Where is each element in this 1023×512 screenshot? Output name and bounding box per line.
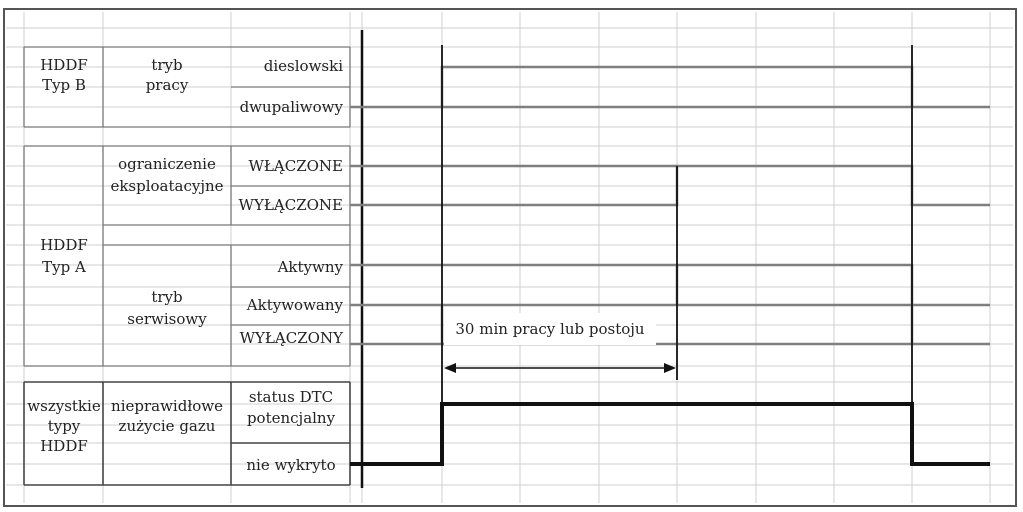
label-aktywny: Aktywny — [277, 258, 344, 276]
label-dwupaliwowy: dwupaliwowy — [240, 98, 344, 116]
annotation-box — [444, 313, 656, 345]
label-status-dtc-line2: potencjalny — [247, 409, 336, 427]
label-nieprawidlowe-line2: zużycie gazu — [119, 417, 216, 435]
outer-frame — [3, 8, 1017, 507]
label-tryb-pracy-line2: pracy — [146, 76, 189, 94]
label-hddf-a-line1: HDDF — [40, 236, 88, 254]
label-tryb-serwisowy-line2: serwisowy — [127, 310, 207, 328]
label-tryb-serwisowy-line1: tryb — [151, 288, 182, 306]
label-dieslowski: dieslowski — [264, 57, 343, 75]
signal-zuzycie-gazu — [350, 402, 990, 466]
label-wylaczony: WYŁĄCZONY — [240, 329, 345, 347]
label-hddf-a-line2: Typ A — [42, 258, 86, 276]
label-table-lines — [23, 46, 351, 486]
label-hddf-b-line2: Typ B — [42, 76, 86, 94]
label-status-dtc-line1: status DTC — [249, 388, 333, 406]
annotation-text: 30 min pracy lub postoju — [455, 320, 645, 338]
label-wszystkie-line2: typy — [48, 417, 81, 435]
signal-ograniczenie — [350, 164, 990, 207]
duration-arrow-right — [664, 363, 676, 373]
signal-tryb-pracy — [350, 65, 990, 109]
label-wszystkie-line3: HDDF — [40, 437, 88, 455]
row-labels: HDDF Typ B tryb pracy dieslowski dwupali… — [27, 56, 344, 474]
label-hddf-b-line1: HDDF — [40, 56, 88, 74]
label-wszystkie-line1: wszystkie — [27, 397, 101, 415]
label-nieprawidlowe-line1: nieprawidłowe — [111, 397, 223, 415]
duration-arrow-left — [444, 363, 456, 373]
duration-annotation: 30 min pracy lub postoju — [444, 313, 676, 373]
label-wylaczone: WYŁĄCZONE — [239, 196, 343, 214]
label-wlaczone: WŁĄCZONE — [248, 157, 343, 175]
label-aktywowany: Aktywowany — [246, 296, 344, 314]
label-tryb-pracy-line1: tryb — [151, 56, 182, 74]
label-nie-wykryto: nie wykryto — [246, 456, 335, 474]
label-ograniczenie-line2: eksploatacyjne — [110, 177, 223, 195]
label-ograniczenie-line1: ograniczenie — [118, 155, 216, 173]
